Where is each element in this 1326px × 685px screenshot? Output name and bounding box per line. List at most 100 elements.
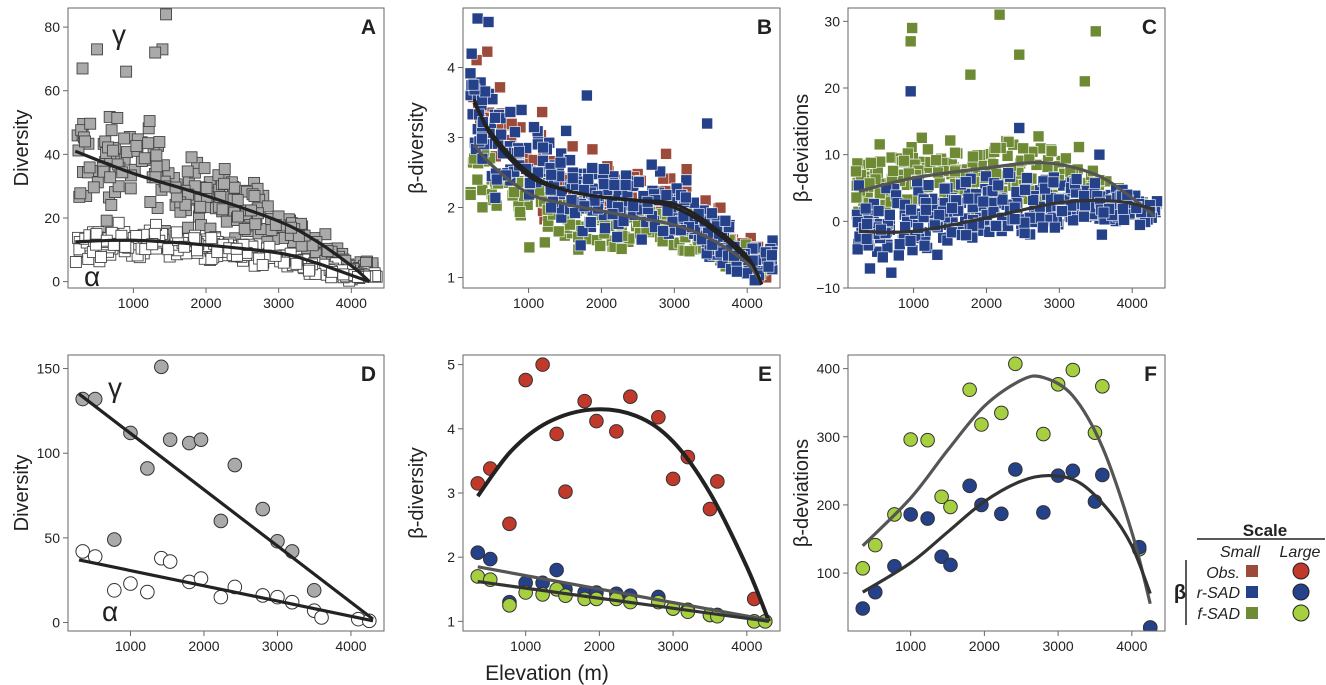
- y-axis-title: β-deviations: [791, 439, 813, 547]
- alpha-annotation: α: [84, 261, 100, 292]
- data-point: [150, 149, 163, 162]
- data-point: [577, 393, 592, 409]
- data-point: [162, 432, 178, 447]
- data-point: [1036, 505, 1051, 520]
- fit-line: [861, 473, 1152, 595]
- data-point: [228, 181, 241, 194]
- data-point: [306, 583, 322, 598]
- legend-obs-large-marker: [1292, 562, 1310, 580]
- data-point: [850, 165, 862, 178]
- data-point: [867, 537, 883, 553]
- data-point: [481, 45, 494, 58]
- x-tick-label: 2000: [188, 638, 219, 654]
- data-point: [502, 516, 517, 532]
- data-point: [861, 218, 873, 230]
- x-tick-label: 2000: [586, 295, 617, 311]
- fit-line: [75, 238, 370, 284]
- x-tick-label: 1000: [895, 638, 926, 654]
- data-point: [1073, 141, 1085, 153]
- y-tick-label: 0: [52, 615, 60, 631]
- panel-letter: D: [361, 363, 376, 386]
- legend-row-fsad: f-SAD: [1197, 606, 1240, 623]
- data-point: [162, 554, 178, 569]
- plot-frame: [462, 7, 781, 289]
- data-point: [564, 218, 576, 231]
- data-point: [545, 201, 558, 214]
- data-point: [876, 251, 889, 264]
- data-point: [91, 43, 104, 56]
- data-point: [599, 222, 611, 235]
- data-point: [545, 168, 558, 181]
- y-tick-label: 50: [44, 530, 60, 546]
- alpha-annotation: α: [102, 596, 118, 627]
- data-point: [660, 148, 672, 160]
- data-point: [574, 239, 587, 252]
- panels-layer: 1000 2000 3000 4000020406080DiversityAγα100…: [11, 7, 1166, 654]
- data-point: [1118, 214, 1130, 226]
- data-point: [1001, 150, 1014, 162]
- x-tick-label: 3000: [1043, 638, 1074, 654]
- data-point: [100, 214, 113, 227]
- data-point: [142, 137, 155, 150]
- data-point: [1117, 203, 1129, 215]
- data-point: [679, 191, 692, 204]
- data-point: [905, 203, 917, 216]
- data-point: [1095, 379, 1110, 394]
- data-point: [946, 226, 958, 239]
- y-tick-label: 2: [447, 549, 455, 565]
- y-tick-label: 4: [447, 60, 455, 76]
- data-point: [1097, 206, 1110, 219]
- data-point: [185, 151, 198, 164]
- x-tick-label: 3000: [1044, 295, 1075, 311]
- data-point: [495, 128, 507, 141]
- data-point: [179, 198, 192, 211]
- y-tick-label: 1: [447, 270, 455, 286]
- data-point: [549, 426, 564, 442]
- data-point: [150, 160, 163, 173]
- data-point: [148, 227, 161, 240]
- data-point: [586, 162, 599, 174]
- y-tick-label: 100: [817, 565, 841, 581]
- data-point: [513, 145, 525, 158]
- data-point: [106, 532, 122, 547]
- data-point: [105, 199, 118, 211]
- panel-D: 1000 2000 3000 4000 0 50 100 150 Diversity Dγ α: [11, 354, 385, 654]
- data-point: [560, 125, 572, 137]
- data-point: [1021, 172, 1033, 184]
- y-tick-label: 80: [44, 19, 60, 35]
- fit-line: [78, 392, 374, 621]
- data-point: [160, 8, 173, 21]
- data-point: [635, 233, 648, 246]
- panel-letter: F: [1144, 363, 1157, 386]
- data-point: [962, 382, 977, 398]
- data-point: [549, 562, 564, 578]
- plot-frame: [847, 354, 1166, 632]
- data-point: [657, 225, 669, 237]
- data-point: [170, 226, 183, 239]
- data-point: [918, 239, 931, 252]
- data-point: [218, 163, 231, 175]
- data-point: [946, 202, 958, 215]
- data-point: [290, 257, 303, 270]
- data-point: [220, 215, 233, 228]
- x-tick-label: 4000: [731, 638, 762, 654]
- legend-col-large: Large: [1280, 544, 1321, 561]
- legend-beta-symbol: β: [1174, 582, 1186, 604]
- data-point: [256, 259, 269, 271]
- data-point: [143, 115, 156, 128]
- x-tick-label: 3000: [263, 295, 294, 311]
- plot-frame: [847, 7, 1166, 289]
- data-point: [489, 192, 502, 204]
- data-point: [660, 189, 673, 201]
- data-point: [1070, 173, 1083, 185]
- data-point: [581, 89, 593, 102]
- data-point: [154, 359, 169, 375]
- data-point: [654, 165, 666, 178]
- data-point: [1067, 214, 1079, 227]
- data-point: [996, 193, 1009, 206]
- data-point: [990, 220, 1002, 232]
- data-point: [1023, 153, 1036, 166]
- y-axis-title: Diversity: [11, 110, 33, 187]
- plot-area: [855, 356, 1158, 631]
